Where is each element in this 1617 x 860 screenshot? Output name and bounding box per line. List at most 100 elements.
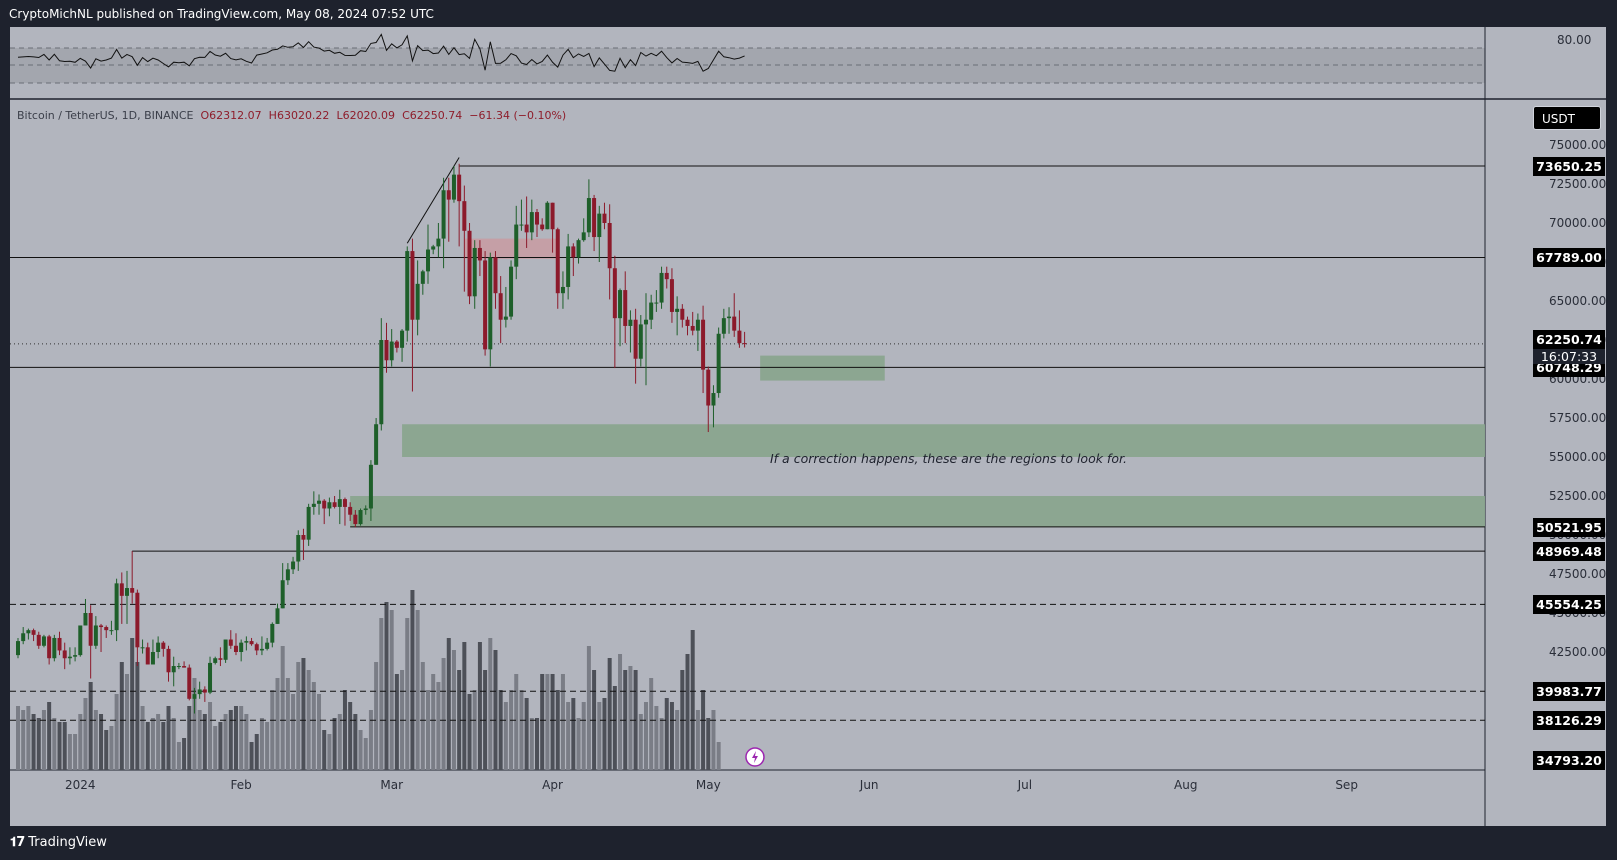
volume-bar <box>99 714 104 770</box>
volume-bar <box>420 662 425 770</box>
lightning-glyph <box>751 751 758 763</box>
price-label: 48969.48 <box>1533 542 1605 562</box>
candle-body <box>498 293 503 320</box>
candle-body <box>233 645 238 652</box>
volume-bar <box>223 714 228 770</box>
candle-body <box>483 260 488 350</box>
candle-body <box>638 324 643 359</box>
volume-bar <box>477 642 482 770</box>
volume-bar <box>26 706 31 770</box>
price-chart[interactable]: 42500.0045000.0047500.0050000.0052500.00… <box>10 27 1606 826</box>
candle-body <box>441 190 446 239</box>
volume-bar <box>628 666 633 770</box>
volume-bar <box>36 718 41 770</box>
candle-body <box>213 658 218 663</box>
candle-body <box>342 499 347 507</box>
legend-low: L62020.09 <box>336 109 396 122</box>
volume-bar <box>233 706 238 770</box>
rsi-line <box>17 33 745 72</box>
legend-close: C62250.74 <box>402 109 463 122</box>
volume-bar <box>322 730 327 770</box>
volume-bar <box>332 718 337 770</box>
volume-bar <box>208 702 213 770</box>
x-tick-label: 2024 <box>65 778 96 792</box>
candle-body <box>166 648 171 673</box>
candle-body <box>306 506 311 540</box>
candle-body <box>384 340 389 361</box>
volume-bar <box>566 702 571 770</box>
volume-bar <box>524 698 529 770</box>
volume-bar <box>228 710 233 770</box>
candle-body <box>514 224 519 267</box>
volume-bar <box>716 742 721 770</box>
volume-bar <box>62 722 67 770</box>
volume-bar <box>182 738 187 770</box>
volume-bar <box>67 734 72 770</box>
price-label: 50521.95 <box>1533 517 1605 537</box>
volume-bar <box>669 702 674 770</box>
candle-body <box>664 272 669 280</box>
y-tick-label: 55000.00 <box>1549 450 1606 464</box>
x-tick-label: Apr <box>542 778 563 792</box>
publisher-text: CryptoMichNL published on TradingView.co… <box>9 7 434 21</box>
candle-body <box>618 290 623 319</box>
volume-bar <box>192 678 197 770</box>
x-tick-label: Feb <box>231 778 252 792</box>
volume-bar <box>31 714 36 770</box>
candle-body <box>426 249 431 272</box>
candle-body <box>628 319 633 326</box>
footer-brand[interactable]: TradingView <box>28 835 107 850</box>
candle-body <box>592 198 597 238</box>
volume-bar <box>187 706 192 770</box>
candle-body <box>337 499 342 507</box>
candle-body <box>602 213 607 223</box>
candle-body <box>706 369 711 406</box>
candle-body <box>529 212 534 233</box>
candle-body <box>322 500 327 509</box>
currency-button[interactable]: USDT <box>1533 106 1601 130</box>
volume-bar <box>327 734 332 770</box>
candle-body <box>420 271 425 284</box>
candle-body <box>685 319 690 326</box>
volume-bar <box>275 678 280 770</box>
volume-bar <box>270 690 275 770</box>
candle-body <box>721 318 726 334</box>
candle-body <box>690 325 695 331</box>
volume-bar <box>52 718 57 770</box>
volume-bar <box>462 642 467 770</box>
volume-bar <box>78 714 83 770</box>
candle-body <box>524 224 529 233</box>
candle-body <box>742 343 747 345</box>
volume-bar <box>166 706 171 770</box>
candle-body <box>477 247 482 261</box>
candle-body <box>249 641 254 645</box>
volume-bar <box>363 738 368 770</box>
volume-bar <box>581 702 586 770</box>
candle-body <box>659 272 664 303</box>
candle-body <box>47 636 52 659</box>
candle-body <box>223 639 228 660</box>
candle-body <box>394 341 399 348</box>
volume-bar <box>535 718 539 770</box>
candle-body <box>26 630 31 634</box>
candle-body <box>669 279 674 312</box>
volume-bar <box>529 718 534 770</box>
price-label: 62250.74 <box>1533 329 1605 349</box>
green-zone <box>760 355 885 381</box>
volume-bar <box>104 730 109 770</box>
candle-body <box>737 330 742 344</box>
x-tick-label: Jun <box>859 778 879 792</box>
candle-body <box>197 689 202 695</box>
candle-body <box>353 514 358 525</box>
volume-bar <box>317 694 322 770</box>
volume-bar <box>488 638 493 770</box>
legend-open: O62312.07 <box>200 109 262 122</box>
tradingview-logo-icon[interactable]: 𝟏7 <box>10 835 25 850</box>
volume-bar <box>384 602 389 770</box>
volume-bar <box>711 710 716 770</box>
candle-body <box>57 637 62 651</box>
volume-bar <box>509 690 514 770</box>
volume-bar <box>124 674 129 770</box>
volume-bar <box>586 646 591 770</box>
volume-bar <box>472 690 477 770</box>
